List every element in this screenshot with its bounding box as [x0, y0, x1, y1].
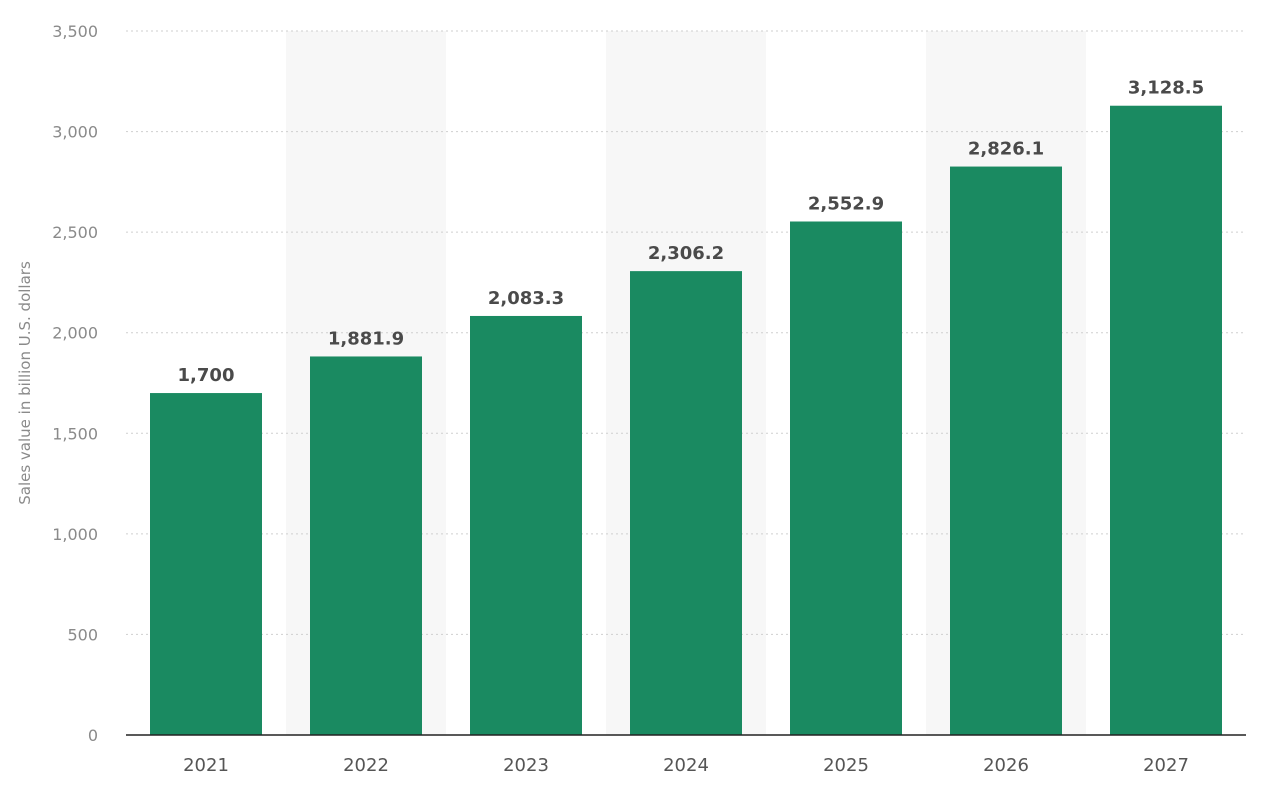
- x-tick-label-2024: 2024: [663, 755, 709, 776]
- data-label-2027: 3,128.5: [1128, 78, 1204, 99]
- x-tick-label-2022: 2022: [343, 755, 389, 776]
- x-axis-ticks: 2021 2022 2023 2024 2025 2026 2027: [183, 755, 1189, 776]
- bar-2021: [150, 393, 262, 735]
- bar-2025: [790, 221, 902, 736]
- x-tick-label-2026: 2026: [983, 755, 1029, 776]
- bar-2027: [1110, 105, 1222, 736]
- x-tick-label-2025: 2025: [823, 755, 869, 776]
- data-label-2024: 2,306.2: [648, 243, 724, 264]
- y-axis-label: Sales value in billion U.S. dollars: [16, 261, 34, 505]
- y-tick-label: 1,500: [52, 424, 98, 443]
- bars: [150, 105, 1222, 736]
- bar-2023: [470, 315, 582, 735]
- y-tick-label: 2,500: [52, 223, 98, 242]
- x-tick-label-2027: 2027: [1143, 755, 1189, 776]
- data-label-2026: 2,826.1: [968, 139, 1044, 160]
- data-label-2022: 1,881.9: [328, 328, 404, 349]
- data-label-2025: 2,552.9: [808, 194, 884, 215]
- y-tick-label: 500: [67, 625, 98, 644]
- data-label-2023: 2,083.3: [488, 288, 564, 309]
- bar-2022: [310, 356, 422, 735]
- y-tick-label: 3,500: [52, 22, 98, 41]
- bar-2024: [630, 271, 742, 735]
- data-labels: 1,700 1,881.9 2,083.3 2,306.2 2,552.9 2,826.1…: [178, 78, 1205, 386]
- x-tick-label-2023: 2023: [503, 755, 549, 776]
- bar-2026: [950, 166, 1062, 735]
- y-axis-ticks: 0 500 1,000 1,500 2,000 2,500 3,000 3,500: [52, 22, 98, 745]
- x-tick-label-2021: 2021: [183, 755, 229, 776]
- y-tick-label: 3,000: [52, 123, 98, 142]
- y-tick-label: 1,000: [52, 525, 98, 544]
- y-tick-label: 2,000: [52, 324, 98, 343]
- y-tick-label: 0: [88, 726, 98, 745]
- data-label-2021: 1,700: [178, 365, 235, 386]
